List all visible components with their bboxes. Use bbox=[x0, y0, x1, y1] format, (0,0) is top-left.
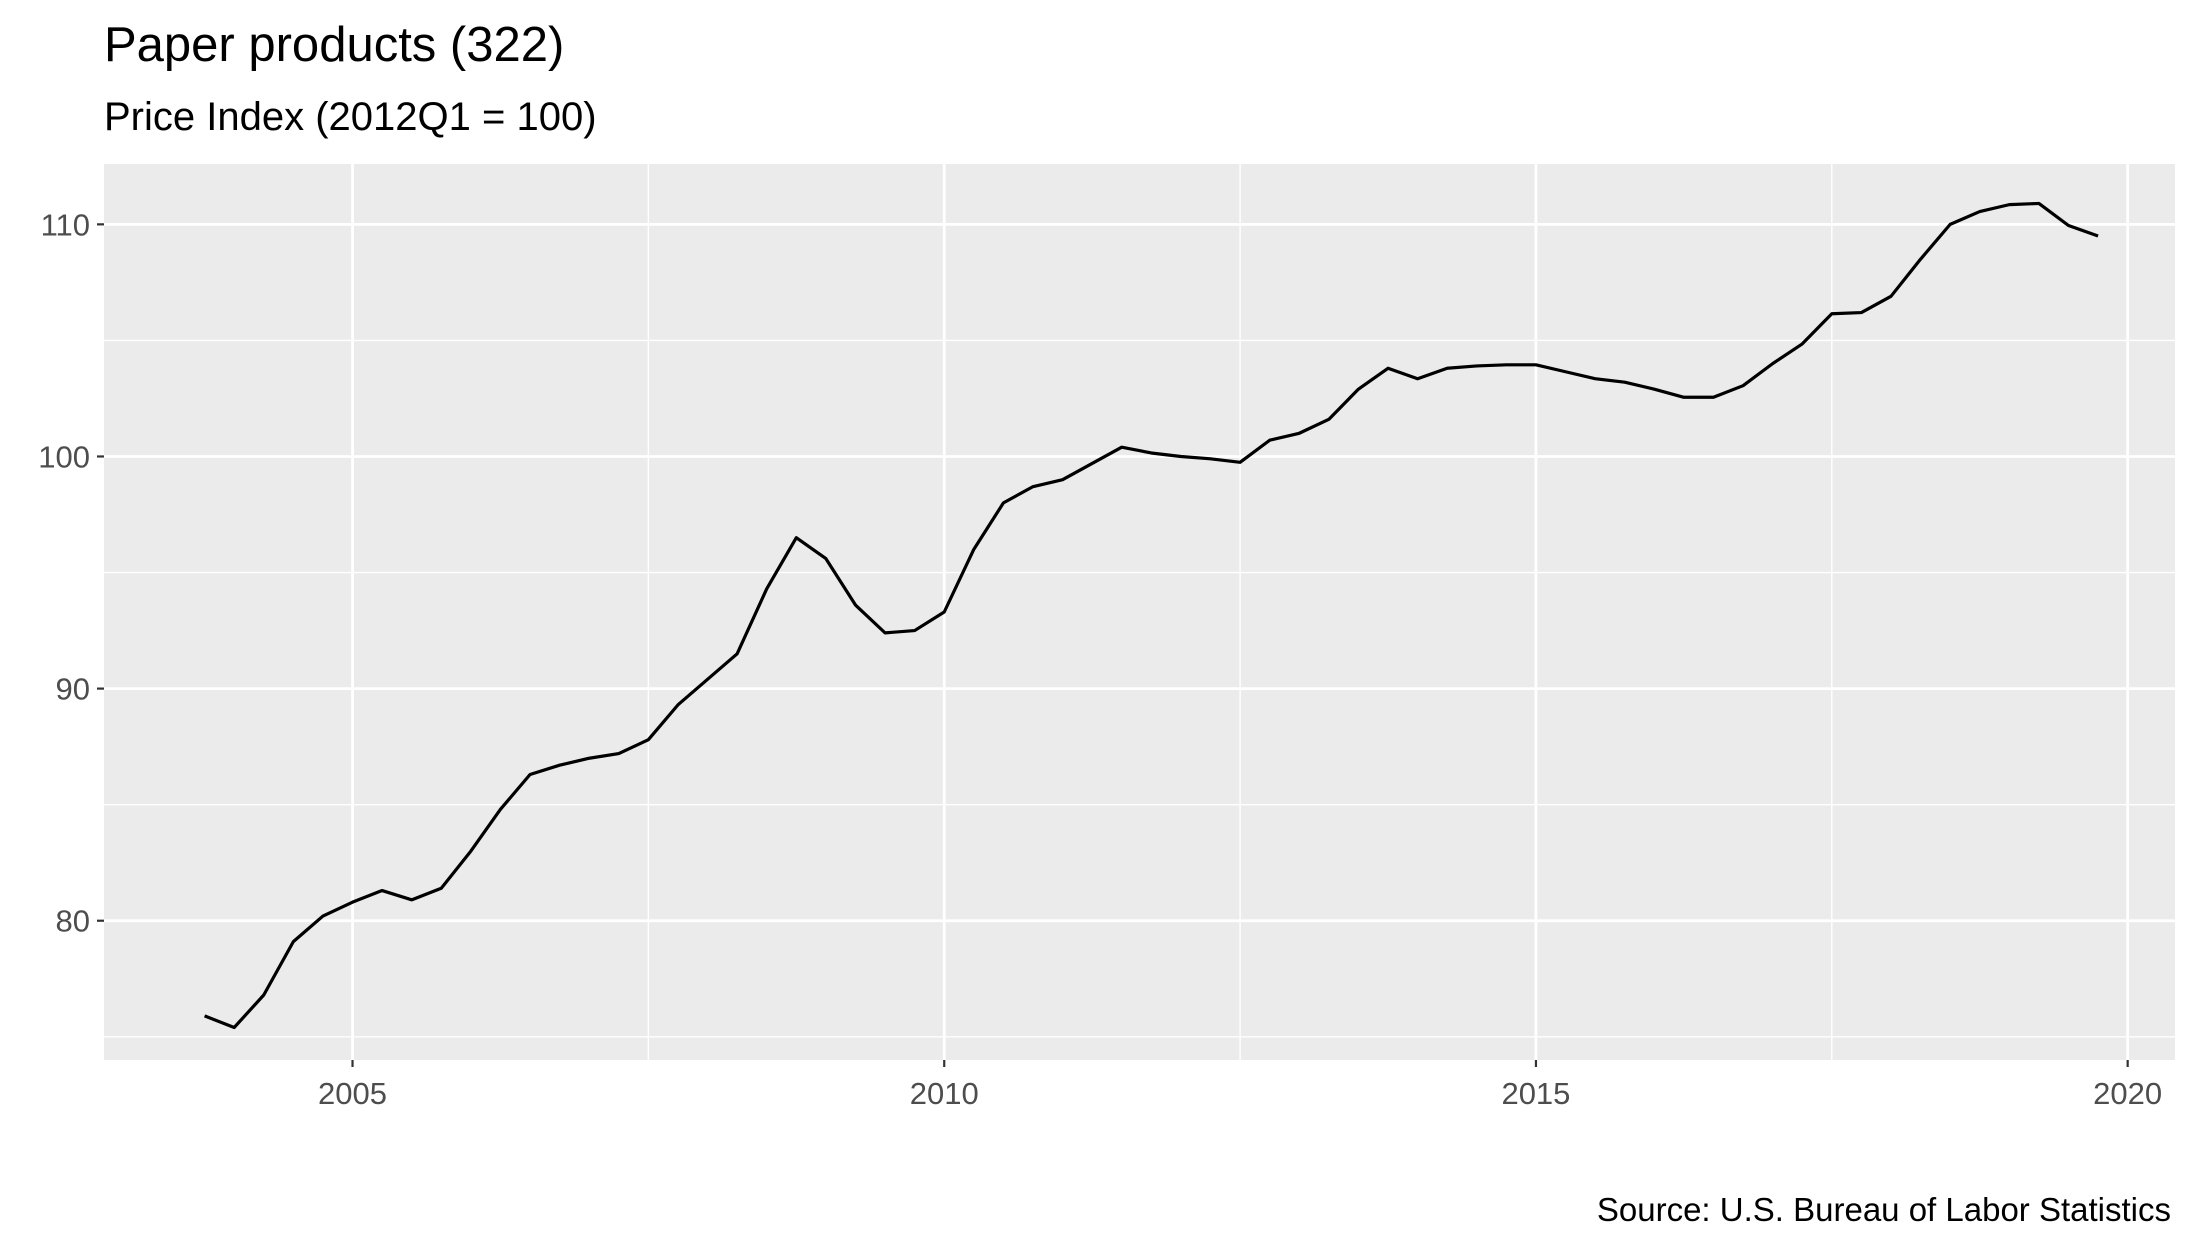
x-axis-tick-labels: 2005 2010 2015 2020 bbox=[318, 1076, 2162, 1111]
major-gridlines bbox=[104, 164, 2175, 1060]
series-line bbox=[204, 201, 2099, 1030]
y-tick-label: 100 bbox=[38, 439, 90, 474]
axis-ticks bbox=[97, 223, 2129, 1067]
y-tick-label: 110 bbox=[41, 207, 90, 242]
y-axis-tick-labels: 80 90 100 110 bbox=[38, 207, 90, 938]
x-tick-label: 2020 bbox=[2093, 1076, 2162, 1111]
x-tick-label: 2015 bbox=[1501, 1076, 1570, 1111]
plot-panel bbox=[104, 164, 2175, 1060]
x-tick-label: 2005 bbox=[318, 1076, 387, 1111]
source-caption: Source: U.S. Bureau of Labor Statistics bbox=[1597, 1191, 2171, 1228]
x-tick-label: 2010 bbox=[910, 1076, 979, 1111]
y-tick-label: 90 bbox=[56, 672, 90, 707]
chart-title: Paper products (322) bbox=[104, 18, 564, 72]
y-tick-label: 80 bbox=[56, 904, 90, 939]
chart-subtitle: Price Index (2012Q1 = 100) bbox=[104, 95, 597, 139]
